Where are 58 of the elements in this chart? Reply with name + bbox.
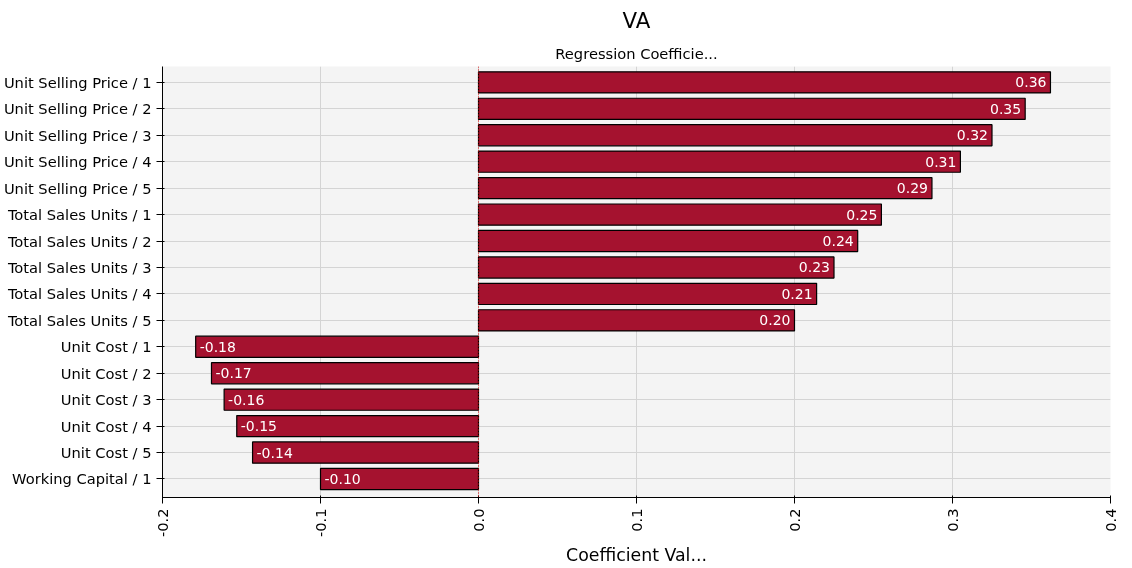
data-label: -0.17 [215,365,252,382]
data-label: -0.16 [228,391,265,408]
chart-title: VA [622,7,651,33]
data-label: -0.18 [199,338,236,355]
data-label: -0.14 [256,444,293,461]
bar [477,282,818,306]
y-tick-label: Unit Selling Price / 5 [3,179,152,197]
x-tick-label: 0.3 [943,508,961,532]
y-tick-label: Total Sales Units / 5 [6,311,152,329]
y-tick-label: Total Sales Units / 2 [6,232,152,250]
chart-subtitle: Regression Coefficie... [555,44,718,62]
x-tick-label: -0.1 [311,508,329,538]
bar [210,362,480,385]
data-label: 0.32 [956,127,988,144]
bar [477,229,859,253]
bar [236,414,480,438]
bar [251,441,480,464]
x-tick-label: 0.0 [469,508,487,532]
y-tick-label: Working Capital / 1 [12,470,152,488]
bar [319,467,480,491]
bar [477,71,1052,94]
y-tick-label: Unit Cost / 3 [60,391,152,409]
data-label: -0.15 [240,418,277,435]
y-tick-label: Unit Selling Price / 2 [3,100,152,118]
bar [477,150,961,173]
bar [477,124,993,147]
y-tick-label: Total Sales Units / 4 [6,285,152,303]
bar [223,388,480,411]
y-tick-label: Unit Cost / 1 [60,338,152,356]
bar [477,97,1026,120]
data-label: 0.20 [759,312,791,329]
x-axis-title: Coefficient Val... [566,545,707,566]
data-label: 0.29 [896,180,928,197]
y-tick-label: Total Sales Units / 3 [6,258,152,276]
bar [477,176,933,200]
data-label: 0.35 [990,100,1022,117]
y-tick-label: Unit Selling Price / 4 [3,153,152,171]
bar [477,256,835,279]
data-label: 0.24 [822,233,854,250]
data-label: 0.36 [1015,74,1047,91]
x-tick-label: 0.1 [627,508,645,532]
y-tick-label: Unit Selling Price / 1 [3,73,152,91]
y-tick-label: Unit Cost / 2 [60,364,152,382]
y-tick-label: Unit Cost / 4 [60,417,152,435]
data-label: 0.25 [846,206,878,223]
x-tick-label: -0.2 [153,508,171,538]
bar [477,309,796,332]
x-tick-label: 0.2 [785,508,803,532]
data-label: 0.31 [925,153,957,170]
data-label: 0.21 [781,285,813,302]
data-label: 0.23 [798,259,830,276]
data-label: -0.10 [324,470,361,487]
x-tick-label: 0.4 [1101,508,1119,532]
y-tick-label: Unit Cost / 5 [60,444,152,462]
y-tick-label: Total Sales Units / 1 [6,206,152,224]
y-tick-label: Unit Selling Price / 3 [3,126,152,144]
bar [195,335,480,358]
bar [477,203,882,226]
